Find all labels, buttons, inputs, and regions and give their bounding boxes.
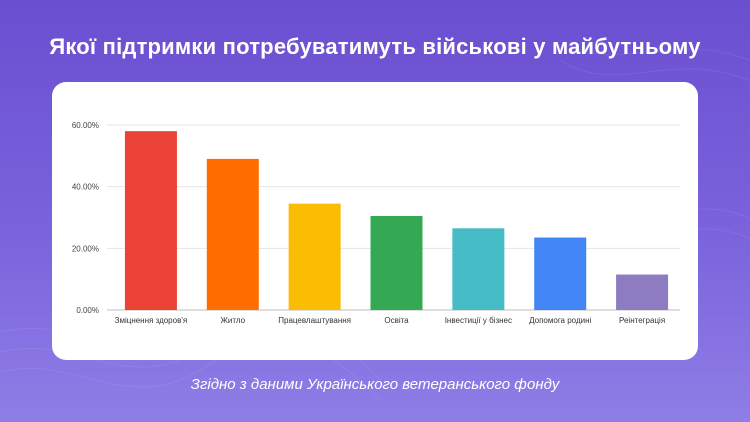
bar [288,203,341,310]
bar [206,158,259,310]
chart-card: 0.00% 20.00% 40.00% 60.00% Зміцнення здоров'… [52,82,698,360]
source-caption: Згідно з даними Українського ветерансько… [190,376,560,393]
page-title: Якої підтримки потребуватимуть військові… [49,34,701,59]
y-tick-label: 0.00% [76,306,99,315]
bar-chart: 0.00% 20.00% 40.00% 60.00% Зміцнення здоров'… [72,121,680,325]
y-tick-label: 20.00% [72,244,99,253]
y-tick-label: 60.00% [72,121,99,130]
x-tick-label: Зміцнення здоров'я [115,316,188,325]
x-tick-label: Житло [221,316,246,325]
y-tick-label: 40.00% [72,183,99,192]
bar [370,215,423,310]
x-tick-label: Освіта [384,316,409,325]
bar [534,237,587,310]
x-tick-label: Працевлаштування [278,316,351,325]
x-tick-label: Допомога родині [529,316,591,325]
bar [616,274,669,310]
bar [124,131,177,310]
x-tick-label: Інвестиції у бізнес [445,316,512,325]
bar [452,228,505,310]
x-tick-label: Реінтеграція [619,316,665,325]
